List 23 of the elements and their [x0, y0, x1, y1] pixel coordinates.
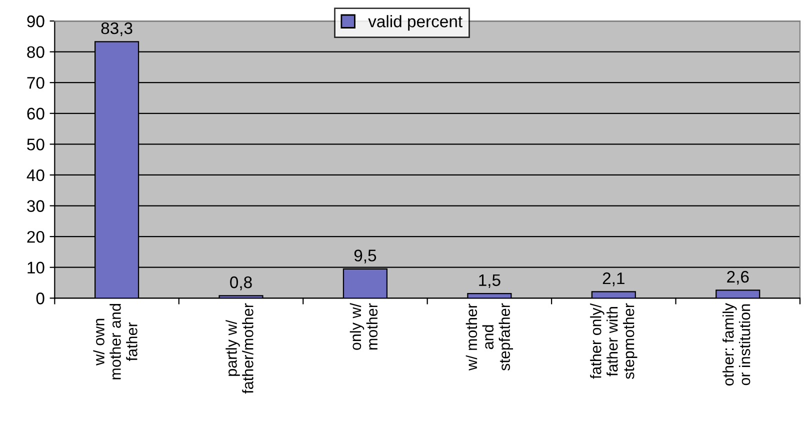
y-tick-label: 60 — [27, 108, 44, 120]
y-tick-label: 40 — [26, 169, 44, 182]
data-label: 9,5 — [354, 250, 376, 264]
y-tick-label: 80 — [27, 46, 44, 58]
x-tick-label: w/ mother and stepfather — [466, 303, 514, 371]
y-tick-label: 20 — [27, 230, 44, 243]
y-tick-label: 30 — [27, 200, 44, 212]
x-tick-label: w/ own mother and father — [93, 304, 138, 380]
y-tick-label: 0 — [36, 292, 44, 304]
x-tick-label: partly w/ father/mother — [226, 303, 254, 394]
data-label: 2,1 — [602, 272, 624, 286]
data-label: 1,5 — [479, 274, 500, 288]
y-tick-label: 50 — [27, 138, 44, 150]
data-label: 2,6 — [727, 270, 749, 285]
data-label: 83,3 — [101, 22, 132, 36]
x-tick-label: only w/ mother — [350, 303, 378, 350]
x-tick-label: father only/ father with stepmother — [590, 303, 638, 380]
data-label: 0,8 — [230, 276, 252, 290]
x-tick-label: other: family or institution — [722, 303, 750, 386]
y-tick-label: 10 — [28, 262, 44, 274]
y-tick-label: 90 — [27, 15, 44, 28]
y-tick-label: 70 — [27, 76, 44, 89]
legend-label: valid percent — [368, 15, 462, 31]
